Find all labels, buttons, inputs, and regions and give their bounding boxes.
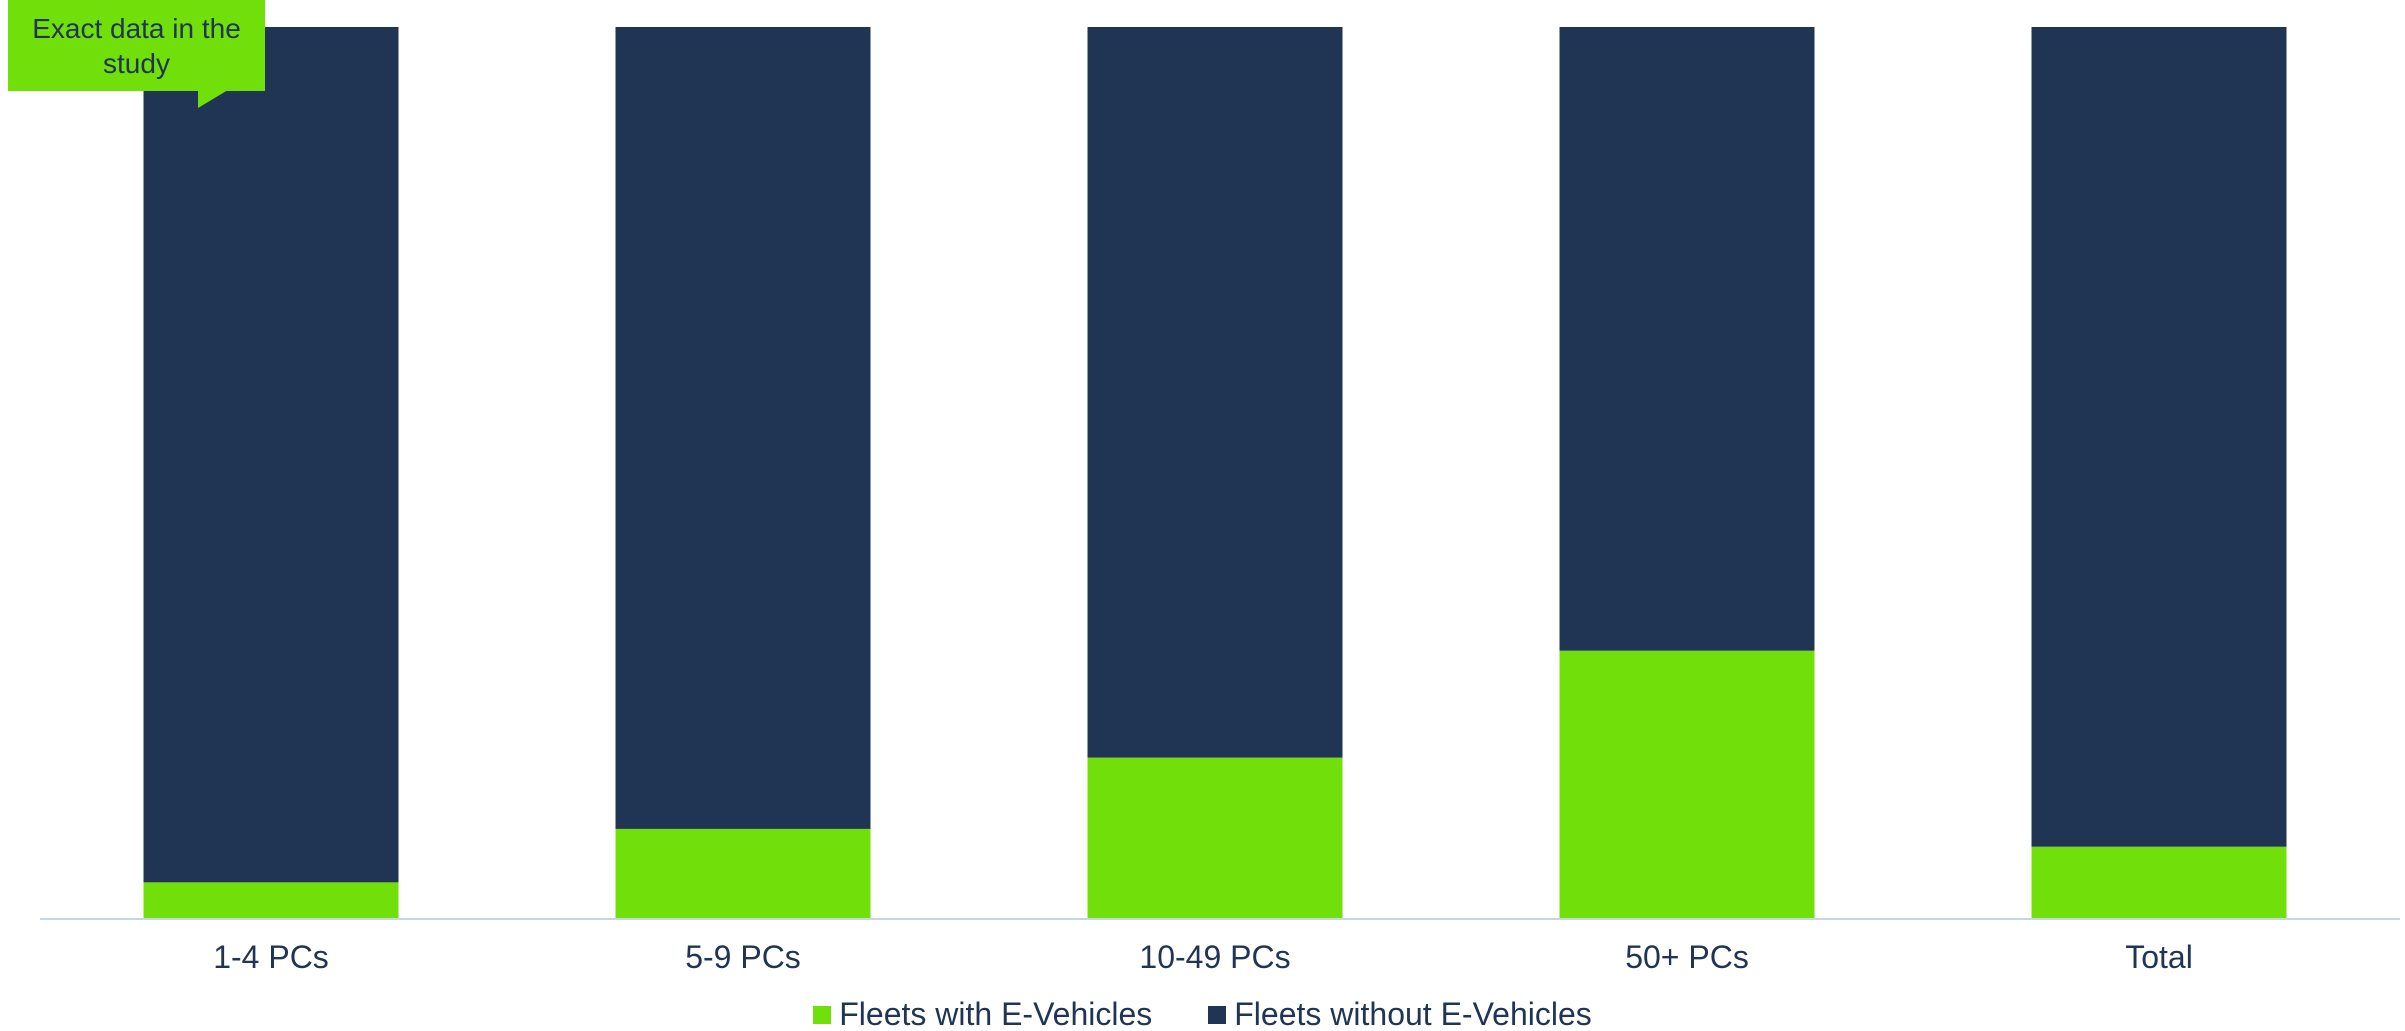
bar-with-ev-3 bbox=[1559, 650, 1815, 918]
legend-label-without-ev: Fleets without E-Vehicles bbox=[1234, 996, 1592, 1031]
legend: Fleets with E-Vehicles Fleets without E-… bbox=[0, 996, 2405, 1031]
x-tick-label: 50+ PCs bbox=[1625, 939, 1749, 975]
bar-with-ev-0 bbox=[143, 882, 399, 918]
x-tick-label: Total bbox=[2125, 939, 2193, 975]
legend-item-without-ev: Fleets without E-Vehicles bbox=[1208, 996, 1592, 1031]
x-tick-label: 10-49 PCs bbox=[1139, 939, 1290, 975]
bar-without-ev-1 bbox=[615, 27, 871, 829]
callout-pointer bbox=[198, 90, 228, 108]
legend-item-with-ev: Fleets with E-Vehicles bbox=[813, 996, 1152, 1031]
bar-with-ev-2 bbox=[1087, 757, 1343, 918]
bar-without-ev-2 bbox=[1087, 27, 1343, 758]
legend-label-with-ev: Fleets with E-Vehicles bbox=[839, 996, 1153, 1031]
callout-text: Exact data in the study bbox=[32, 12, 241, 79]
bar-without-ev-3 bbox=[1559, 27, 1815, 651]
bar-without-ev-0 bbox=[143, 27, 399, 883]
exact-data-callout: Exact data in the study bbox=[8, 0, 265, 108]
bar-with-ev-1 bbox=[615, 828, 871, 918]
x-tick-label: 5-9 PCs bbox=[685, 939, 801, 975]
x-tick-label: 1-4 PCs bbox=[213, 939, 329, 975]
bar-without-ev-4 bbox=[2031, 27, 2287, 847]
bar-with-ev-4 bbox=[2031, 846, 2287, 918]
legend-swatch-without-ev bbox=[1208, 1005, 1227, 1024]
legend-swatch-with-ev bbox=[813, 1005, 832, 1024]
